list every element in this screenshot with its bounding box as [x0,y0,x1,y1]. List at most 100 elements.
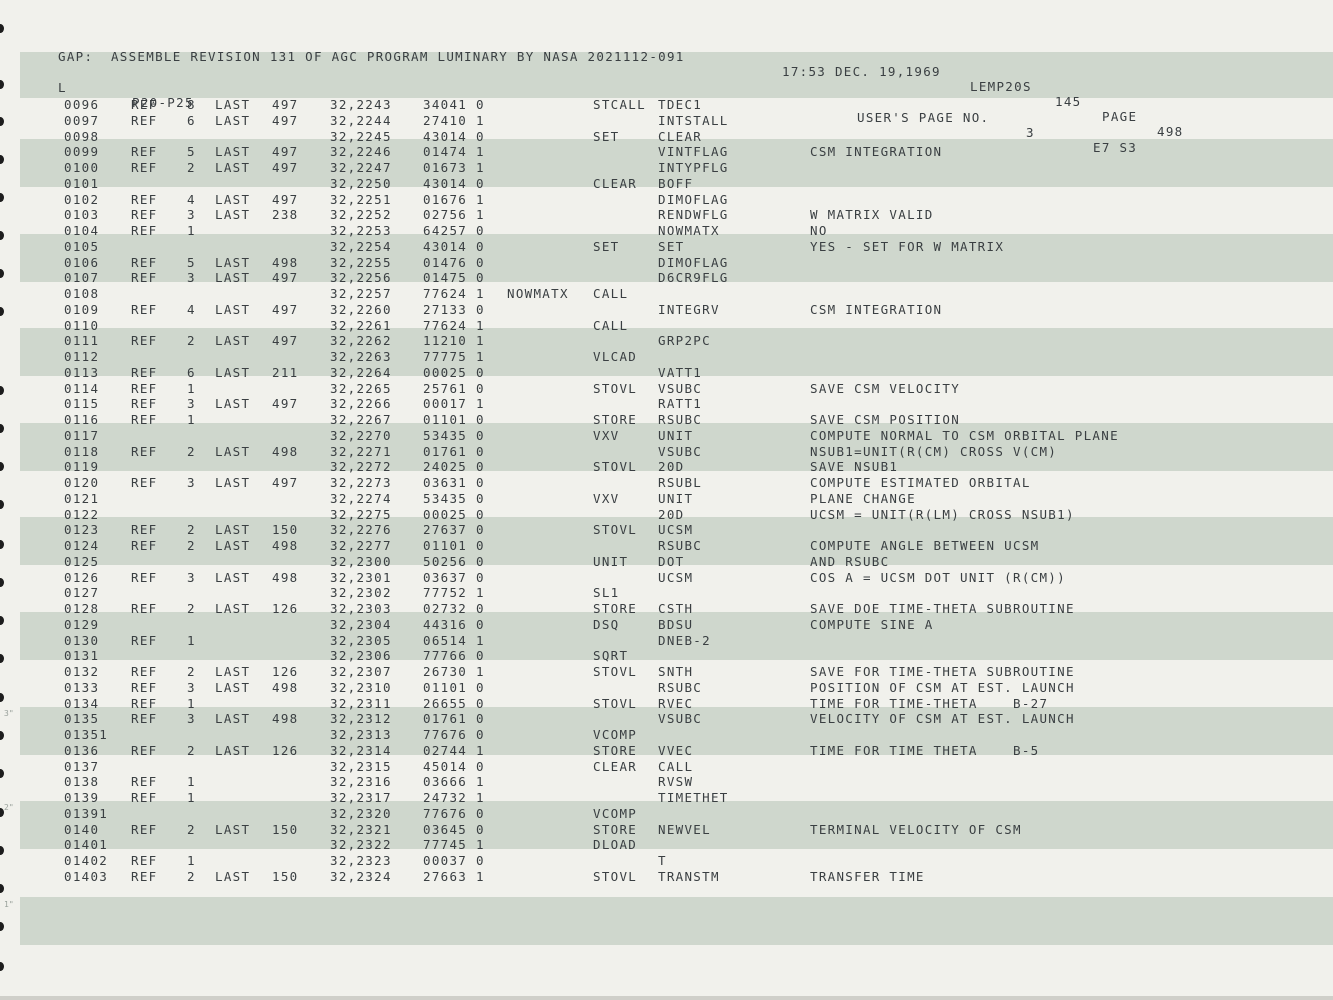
operand: RVSW [658,774,694,790]
ref-page: 497 [272,396,299,412]
listing-row: 0137 32,2315 45014 0 CLEAR CALL [0,759,1333,774]
last-marker: LAST [215,664,251,679]
operand: T [658,853,667,868]
listing-row: 01391 32,2320 77676 0 VCOMP [0,806,1333,821]
operand: DNEB-2 [658,632,711,648]
line-number: 0101 [64,175,100,191]
octal-word: 77676 0 [423,805,485,821]
listing-row: 0109 REF 4 LAST 497 32,2260 27133 0 INTEGRV CSM … [0,302,1333,317]
opcode: VCOMP [593,727,638,742]
ref-count: 1 [187,412,196,427]
operand: INTSTALL [658,112,729,128]
operand: NOWMATX [658,223,720,238]
listing-row: 0112 32,2263 77775 1 VLCAD [0,349,1333,364]
ref-marker: REF [131,412,158,427]
ref-marker: REF [131,207,158,223]
ref-page: 211 [272,364,299,380]
ref-marker: REF [131,160,158,175]
opcode: VCOMP [593,805,638,821]
operand: TIMETHET [658,790,729,805]
line-number: 01403 [64,868,109,884]
listing-row: 0114 REF 1 32,2265 25761 0 STOVL VSUBC SAVE CSM… [0,381,1333,396]
tractor-hole [0,80,4,89]
listing-row: 0130 REF 1 32,2305 06514 1 DNEB-2 [0,633,1333,648]
line-number: 0125 [64,553,100,569]
ref-count: 4 [187,301,196,317]
ref-count: 2 [187,868,196,884]
opcode: CLEAR [593,175,638,191]
memory-address: 32,2324 [330,868,392,884]
tractor-hole [0,884,4,893]
section-title: P20-P25 [132,95,194,110]
octal-word: 26655 0 [423,695,485,711]
operand: DIMOFLAG [658,254,729,270]
octal-word: 43014 0 [423,128,485,144]
last-marker: LAST [215,711,251,727]
line-number: 0128 [64,601,100,616]
comment: SAVE FOR TIME-THETA SUBROUTINE [810,664,1075,679]
ref-count: 2 [187,664,196,679]
ref-page: 498 [272,569,299,585]
ref-page: 497 [272,112,299,128]
line-number: 01351 [64,727,109,742]
line-number: 0123 [64,522,100,538]
octal-word: 00025 0 [423,364,485,380]
memory-address: 32,2310 [330,679,392,695]
listing-row: 01351 32,2313 77676 0 VCOMP [0,727,1333,742]
tractor-hole [0,462,4,471]
line-number: 0140 [64,821,100,837]
ref-marker: REF [131,538,158,553]
listing-row: 0138 REF 1 32,2316 03666 1 RVSW [0,774,1333,789]
last-marker: LAST [215,254,251,270]
line-number: 0133 [64,679,100,695]
octal-word: 77775 1 [423,349,485,364]
operand: DIMOFLAG [658,191,729,207]
octal-word: 25761 0 [423,380,485,396]
operand: NEWVEL [658,821,711,837]
memory-address: 32,2304 [330,616,392,632]
ref-count: 1 [187,790,196,805]
line-number: 0120 [64,475,100,490]
listing-row: 0132 REF 2 LAST 126 32,2307 26730 1 STOVL SNTH SA… [0,664,1333,679]
memory-address: 32,2267 [330,412,392,427]
listing-row: 0126 REF 3 LAST 498 32,2301 03637 0 UCSM COS A =… [0,570,1333,585]
operand: VSUBC [658,443,703,459]
memory-address: 32,2316 [330,774,392,790]
listing-row: 0127 32,2302 77752 1 SL1 [0,585,1333,600]
ref-marker: REF [131,97,158,112]
paper-band [20,423,1333,471]
listing-row: 0102 REF 4 LAST 497 32,2251 01676 1 DIMOFLAG [0,192,1333,207]
opcode: STCALL [593,97,646,112]
tractor-hole [0,808,4,817]
tractor-hole [0,578,4,587]
ref-marker: REF [131,223,158,238]
ref-marker: REF [131,254,158,270]
ref-count: 2 [187,522,196,538]
ref-count: 3 [187,207,196,223]
ref-page: 497 [272,333,299,349]
line-number: 01391 [64,805,109,821]
operand: RSUBL [658,475,703,490]
line-number: 0129 [64,616,100,632]
operand: INTEGRV [658,301,720,317]
last-marker: LAST [215,396,251,412]
memory-address: 32,2266 [330,396,392,412]
line-number: 0116 [64,412,100,427]
comment: CSM INTEGRATION [810,301,943,317]
operand: 20D [658,506,685,522]
page-number: 498 [1157,124,1184,139]
opcode: DSQ [593,616,620,632]
listing-row: 0121 32,2274 53435 0 VXV UNIT PLANE CHANGE [0,491,1333,506]
operand: CLEAR [658,128,703,144]
operand: CALL [658,758,694,774]
octal-word: 01673 1 [423,160,485,175]
margin-ruler-mark: 3" [4,709,14,718]
memory-address: 32,2322 [330,837,392,853]
octal-word: 00025 0 [423,506,485,522]
comment: NO [810,223,828,238]
operand: RATT1 [658,396,703,412]
octal-word: 01676 1 [423,191,485,207]
sheet-code: E7 S3 [1093,140,1138,155]
listing-row: 0124 REF 2 LAST 498 32,2277 01101 0 RSUBC COMPUT… [0,538,1333,553]
ref-marker: REF [131,601,158,616]
